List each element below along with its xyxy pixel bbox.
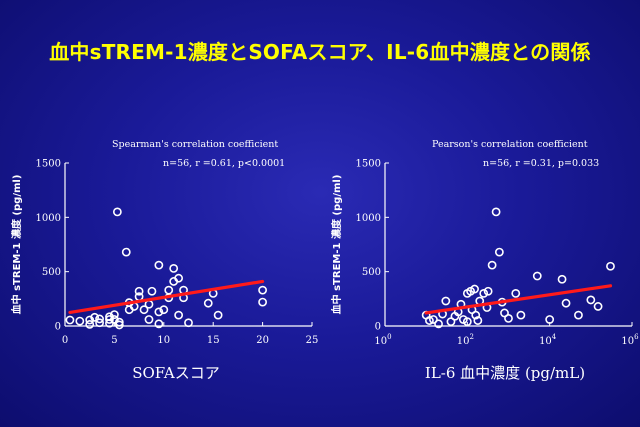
data-point	[65, 315, 75, 325]
data-point	[75, 316, 85, 326]
correlation-stats-label: n=56, r =0.31, p=0.033	[483, 158, 599, 169]
data-point	[586, 295, 596, 305]
data-point	[144, 315, 154, 324]
data-point	[561, 298, 571, 308]
x-tick-label: 106	[621, 333, 639, 347]
data-point	[112, 207, 122, 217]
data-point	[121, 247, 131, 257]
data-point	[471, 310, 481, 320]
data-point	[169, 264, 179, 273]
data-point	[425, 316, 434, 325]
data-point	[441, 296, 451, 306]
regression-line	[68, 279, 265, 315]
x-axis-label: IL-6 血中濃度 (pg/mL)	[425, 364, 585, 382]
data-point	[487, 260, 497, 270]
data-point	[154, 319, 164, 329]
data-point	[545, 315, 555, 324]
data-point	[557, 274, 567, 284]
data-point	[203, 298, 213, 308]
data-point	[491, 207, 501, 217]
data-point	[174, 273, 184, 283]
data-point	[95, 314, 104, 324]
data-point	[154, 260, 164, 270]
y-axis-label: 血中 sTREM-1 濃度 (pg/ml)	[330, 175, 343, 315]
data-point	[213, 310, 223, 320]
data-point	[95, 318, 104, 328]
sofa-scatter-chart: 0 500 1000 1500 0 5 10 15 20 25 Spearman's correla…	[10, 139, 319, 382]
data-point	[462, 317, 472, 327]
correlation-method-label: Pearson's correlation coefficient	[432, 139, 588, 150]
data-point	[479, 288, 489, 298]
data-point	[164, 285, 174, 295]
x-tick-label: 100	[374, 333, 391, 347]
correlation-method-label: Spearman's correlation coefficient	[112, 139, 278, 150]
data-point	[154, 307, 164, 317]
data-point	[483, 286, 493, 296]
data-point	[473, 316, 483, 325]
data-point	[139, 305, 149, 315]
data-point	[532, 271, 542, 281]
regression-line	[424, 284, 613, 315]
x-tick-label: 5	[111, 335, 117, 346]
data-point	[114, 320, 124, 330]
data-point	[470, 284, 479, 294]
data-point	[429, 315, 438, 324]
y-tick-label: 0	[55, 322, 61, 333]
y-tick-label: 1000	[36, 213, 61, 224]
y-tick-label: 0	[375, 322, 381, 333]
x-tick-label: 104	[539, 333, 557, 347]
data-point	[593, 302, 603, 311]
data-point	[114, 317, 124, 327]
data-point	[90, 312, 100, 322]
data-point	[159, 305, 169, 315]
correlation-stats-label: n=56, r =0.61, p<0.0001	[163, 158, 285, 169]
data-point	[511, 288, 521, 298]
data-point	[606, 261, 615, 271]
data-point	[174, 310, 184, 320]
x-axis-label: SOFAスコア	[132, 364, 220, 382]
data-point	[144, 299, 154, 309]
data-point	[184, 318, 193, 328]
slide-title: 血中sTREM-1濃度とSOFAスコア、IL-6血中濃度との関係	[49, 40, 591, 64]
y-tick-label: 1500	[356, 159, 381, 170]
y-axis-label: 血中 sTREM-1 濃度 (pg/ml)	[10, 175, 23, 315]
y-tick-label: 500	[42, 267, 61, 278]
data-point	[85, 319, 95, 329]
y-tick-label: 1000	[356, 213, 381, 224]
data-point	[110, 310, 119, 319]
data-point	[516, 310, 526, 320]
data-point	[494, 247, 504, 257]
data-point	[258, 285, 267, 295]
data-point	[105, 315, 114, 324]
x-tick-label: 0	[62, 335, 68, 346]
y-tick-label: 500	[362, 267, 381, 278]
data-point	[434, 319, 443, 329]
x-tick-label: 20	[256, 335, 269, 346]
data-point	[504, 313, 513, 323]
data-point	[134, 286, 144, 296]
y-tick-label: 1500	[36, 159, 61, 170]
data-point	[258, 297, 267, 307]
x-tick-label: 15	[207, 335, 220, 346]
data-point	[147, 286, 157, 296]
il6-scatter-chart: 0 500 1000 1500 100 102 104 106 Pearson's correl…	[330, 139, 639, 382]
x-tick-label: 10	[157, 335, 170, 346]
x-tick-label: 102	[457, 333, 474, 347]
x-tick-label: 25	[306, 335, 319, 346]
data-point	[574, 310, 583, 320]
